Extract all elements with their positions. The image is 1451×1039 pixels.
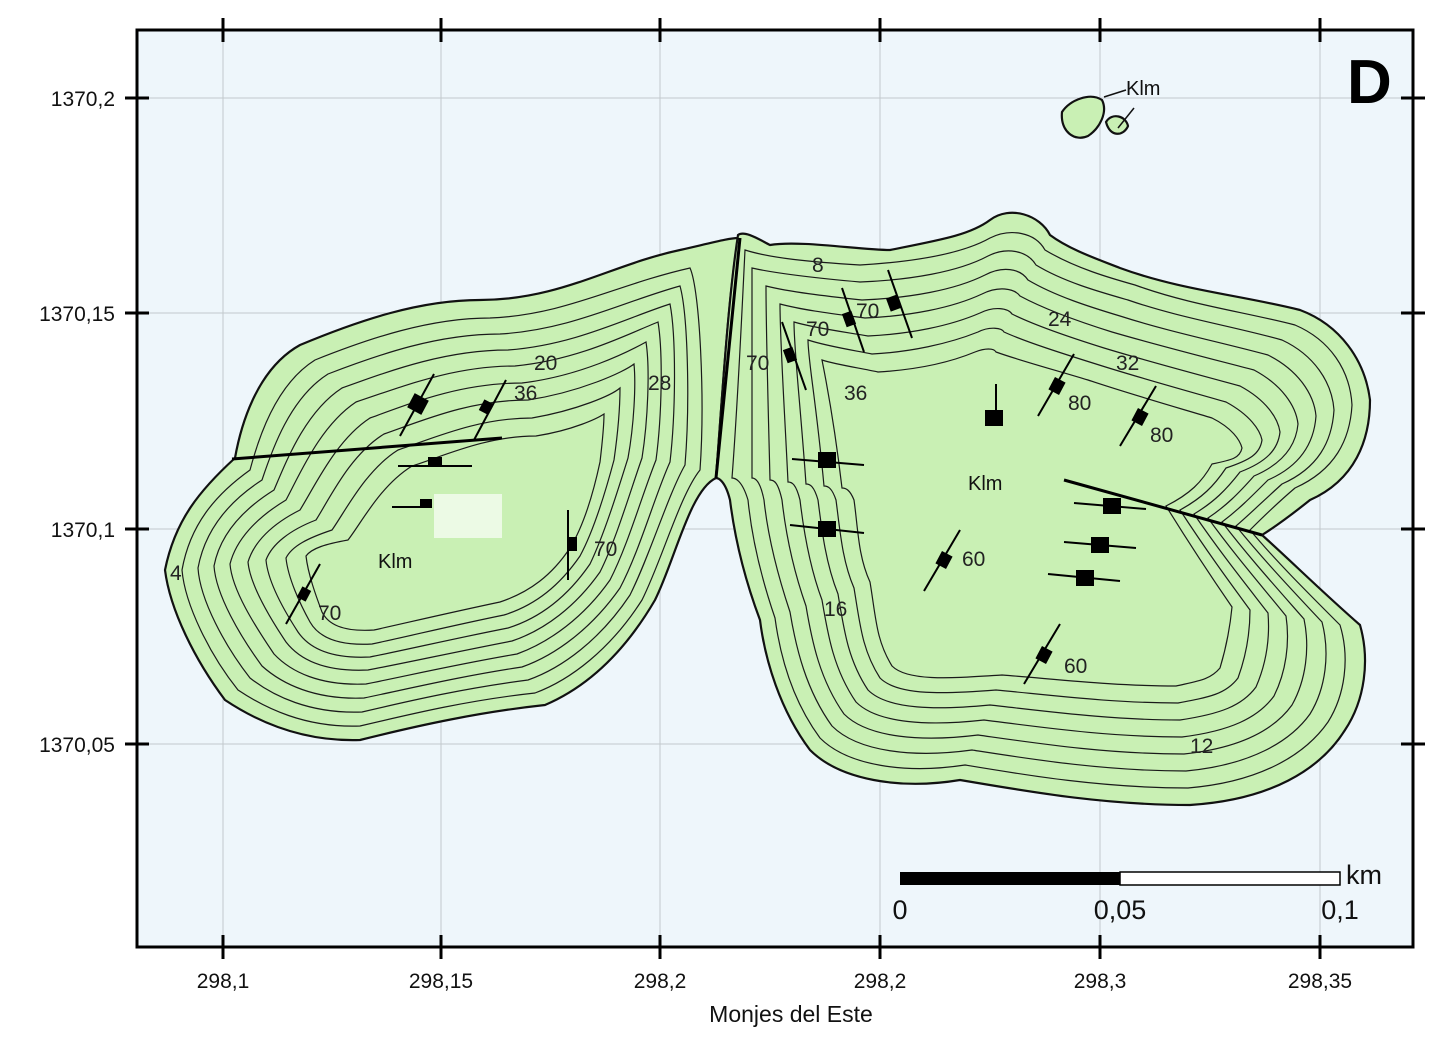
west-contours <box>181 267 703 727</box>
unit-label-klm-east: Klm <box>968 473 1002 495</box>
y-tick-label: 1370,15 <box>39 303 115 326</box>
east-island <box>714 211 1372 807</box>
north-islet-small <box>1104 115 1130 135</box>
x-tick-label: 298,3 <box>1074 970 1127 993</box>
contour-label: 36 <box>844 382 867 405</box>
scale-bar-white-segment <box>1119 871 1341 886</box>
strike-dip-symbols <box>285 269 1157 685</box>
contour-label: 70 <box>806 318 829 341</box>
islet-leaders <box>1103 89 1135 129</box>
scale-bar-unit: km <box>1346 860 1382 890</box>
contour-label: 8 <box>812 254 824 277</box>
scale-bar-label: 0,05 <box>1094 895 1147 925</box>
fault-west <box>231 436 503 461</box>
contour-labels: 4 20 36 28 70 70 8 70 70 70 24 32 36 80 … <box>170 254 1213 758</box>
contour-label: 70 <box>746 352 769 375</box>
contour-label: 70 <box>856 300 879 323</box>
x-tick-label: 298,35 <box>1288 970 1352 993</box>
contour-label: 70 <box>318 602 341 625</box>
scale-bar-label: 0 <box>892 895 907 925</box>
scale-bar: km 0 0,05 0,1 <box>892 860 1382 925</box>
unit-label-klm-west: Klm <box>378 551 412 573</box>
x-tick-label: 298,2 <box>634 970 687 993</box>
contour-label: 60 <box>1064 655 1087 678</box>
x-tick-label: 298,15 <box>409 970 473 993</box>
contour-label: 60 <box>962 548 985 571</box>
x-tick-label: 298,1 <box>197 970 250 993</box>
x-axis-labels: 298,1 298,15 298,2 298,2 298,3 298,35 <box>197 970 1352 993</box>
y-tick-label: 1370,1 <box>51 519 115 542</box>
fault-north-south <box>714 237 742 479</box>
panel-letter: D <box>1347 48 1392 117</box>
contour-label: 4 <box>170 562 182 585</box>
contour-label: 12 <box>1190 735 1213 758</box>
fault-east <box>1063 478 1263 537</box>
unit-label-klm-islets: Klm <box>1126 78 1160 100</box>
map-border <box>135 28 1415 949</box>
contour-label: 36 <box>514 382 537 405</box>
contour-label: 24 <box>1048 308 1072 331</box>
contour-label: 70 <box>594 538 617 561</box>
axis-ticks <box>125 18 1425 959</box>
contour-label: 28 <box>648 372 671 395</box>
contour-label: 80 <box>1068 392 1091 415</box>
contour-label: 16 <box>824 598 847 621</box>
map-patch <box>434 494 502 538</box>
north-islet-large <box>1060 95 1106 139</box>
unit-labels: Klm Klm Klm <box>378 78 1160 573</box>
east-contours <box>731 232 1353 789</box>
scale-bar-label: 0,1 <box>1321 895 1359 925</box>
contour-label: 80 <box>1150 424 1173 447</box>
y-axis-labels: 1370,2 1370,15 1370,1 1370,05 <box>39 88 115 757</box>
scale-bar-black-segment <box>900 872 1120 885</box>
contour-label: 32 <box>1116 352 1139 375</box>
location-name: Monjes del Este <box>709 1001 873 1027</box>
y-tick-label: 1370,05 <box>39 734 115 757</box>
contour-label: 20 <box>534 352 557 375</box>
x-tick-label: 298,2 <box>854 970 907 993</box>
y-tick-label: 1370,2 <box>51 88 115 111</box>
